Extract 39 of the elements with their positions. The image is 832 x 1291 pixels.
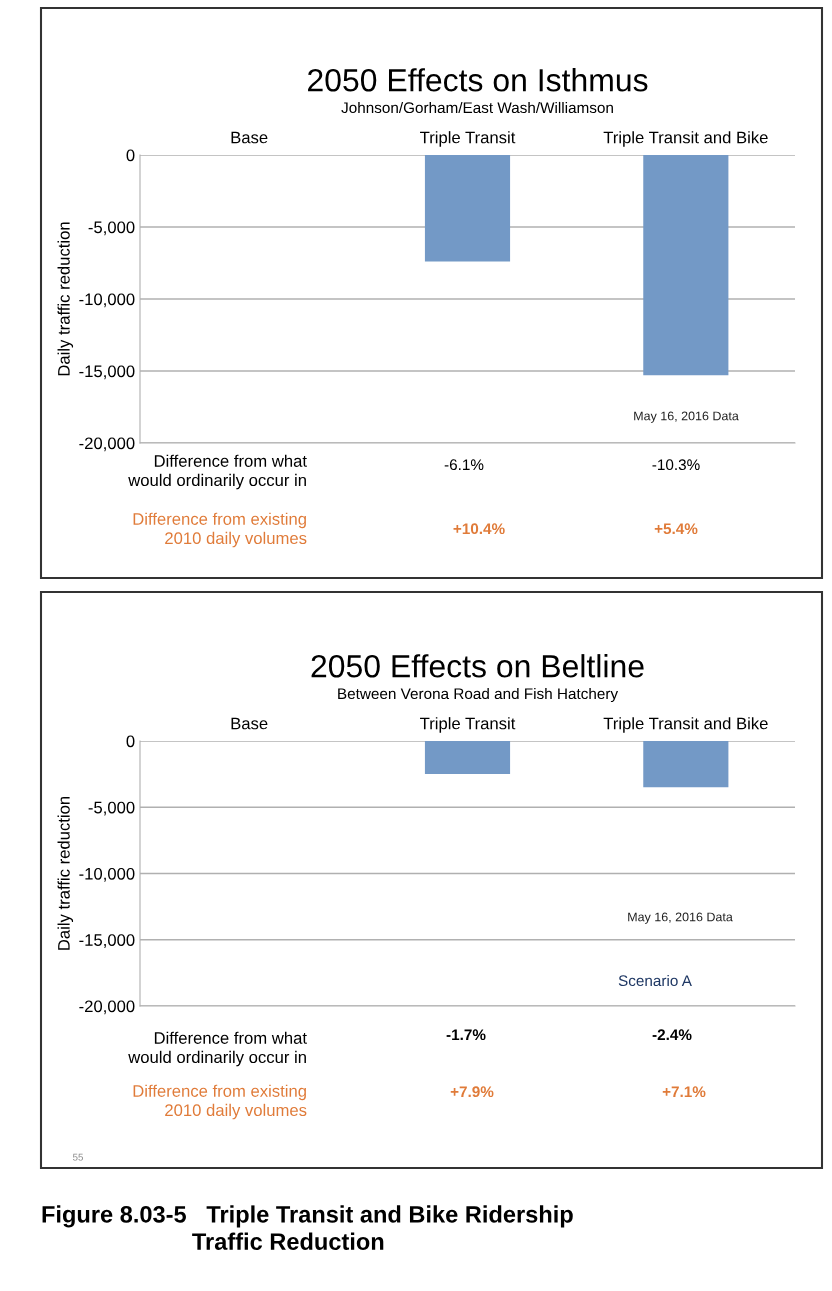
- x-tick-label: Triple Transit: [420, 717, 516, 733]
- y-tick-label: -20,000: [79, 1000, 135, 1015]
- y-axis-title: Daily traffic reduction: [57, 222, 74, 376]
- text: 55: [72, 1153, 83, 1161]
- text: Difference from existing 2010 daily volumes: [133, 512, 307, 548]
- x-tick-label: Base: [231, 717, 268, 730]
- chart-subtitle: Between Verona Road and Fish Hatchery: [338, 687, 619, 703]
- caption: Figure 8.03-5 Triple Transit and Bike Ridership Traffic Reduction: [42, 1205, 573, 1250]
- x-tick-label: Triple Transit and Bike: [603, 717, 768, 733]
- annotation: May 16, 2016 Data: [634, 411, 739, 423]
- chart-subtitle: Johnson/Gorham/East Wash/Williamson: [341, 101, 613, 114]
- text: Difference from what would ordinarily occur in: [128, 1031, 307, 1067]
- text: Difference from what would ordinarily occur in: [128, 454, 307, 490]
- y-tick-label: -10,000: [79, 293, 135, 308]
- annotation: Scenario A: [618, 974, 692, 987]
- chart-title: 2050 Effects on Isthmus: [308, 68, 648, 92]
- text: -1.7%: [446, 1029, 486, 1041]
- y-tick-label: -15,000: [79, 365, 135, 380]
- text: +7.9%: [450, 1086, 494, 1098]
- y-tick-label: -5,000: [88, 221, 135, 236]
- annotation: May 16, 2016 Data: [628, 912, 733, 924]
- y-axis-title: Daily traffic reduction: [57, 796, 74, 950]
- chart-title: 2050 Effects on Beltline: [311, 654, 644, 678]
- y-tick-label: 0: [126, 149, 135, 162]
- y-tick-label: -5,000: [88, 801, 135, 816]
- text: Difference from existing 2010 daily volumes: [133, 1084, 307, 1120]
- y-tick-label: -15,000: [79, 934, 135, 948]
- text: -6.1%: [444, 459, 484, 471]
- x-tick-label: Triple Transit and Bike: [603, 131, 768, 147]
- text: -10.3%: [652, 459, 700, 471]
- x-tick-label: Base: [231, 131, 268, 144]
- y-tick-label: -20,000: [79, 437, 135, 452]
- x-tick-label: Triple Transit: [420, 131, 516, 147]
- text: +5.4%: [654, 523, 698, 535]
- text: -2.4%: [652, 1029, 692, 1041]
- y-tick-label: -10,000: [79, 867, 135, 882]
- text: +10.4%: [453, 523, 505, 535]
- y-tick-label: 0: [126, 735, 135, 748]
- text: +7.1%: [662, 1086, 706, 1098]
